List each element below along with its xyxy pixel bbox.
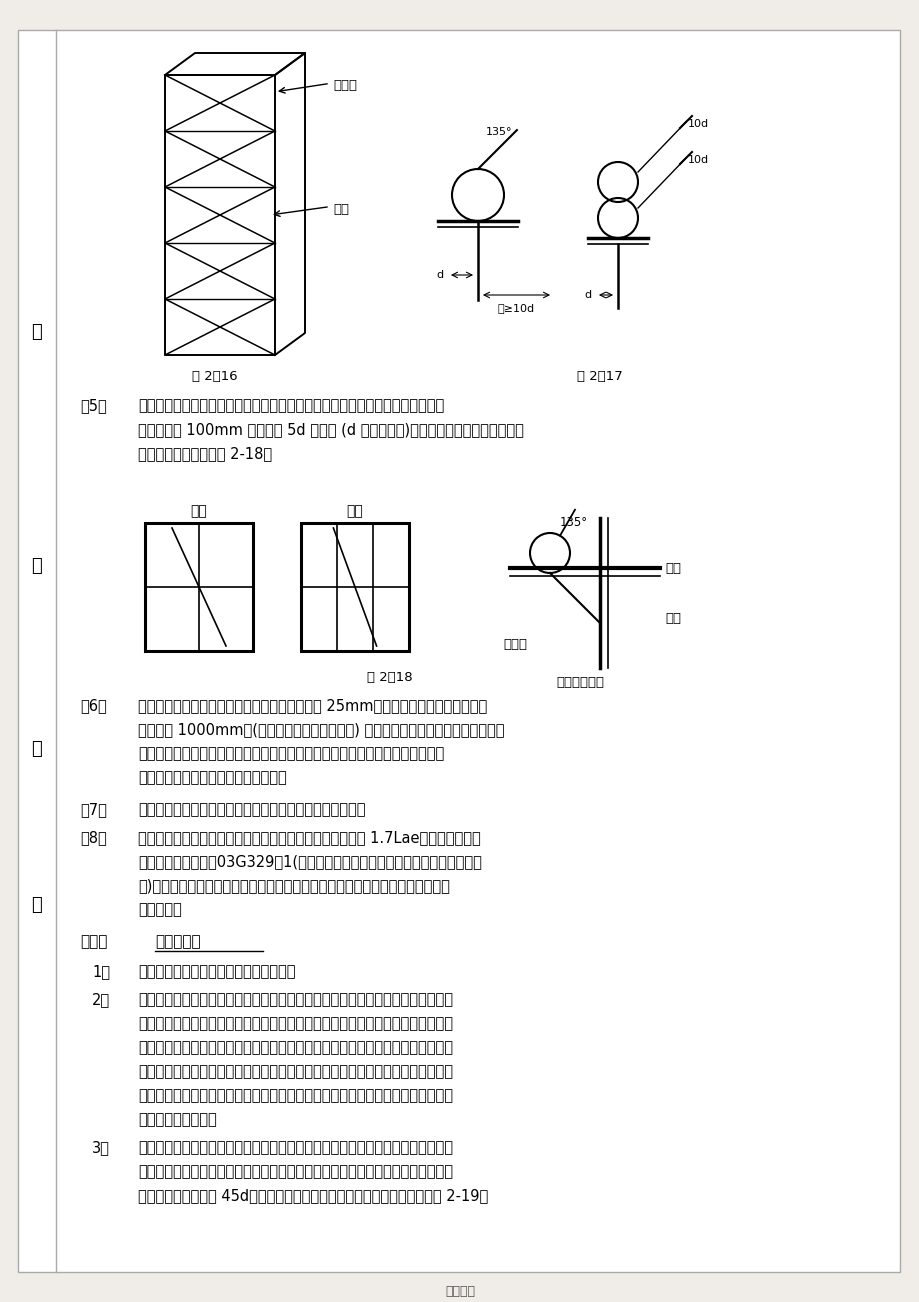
Text: 柱竖筋: 柱竖筋 (503, 638, 527, 651)
Text: 在梁侧模板上画出箍筋间距，摆放箍筋。: 在梁侧模板上画出箍筋间距，摆放箍筋。 (138, 963, 295, 979)
Text: 内弯折，弯后的尺寸要符合设计要求。: 内弯折，弯后的尺寸要符合设计要求。 (138, 769, 287, 785)
Text: 墙)中的有关作法。同时在钢筋连接时要注意柱筋的锚固方向，保证柱筋正确锚入: 墙)中的有关作法。同时在钢筋连接时要注意柱筋的锚固方向，保证柱筋正确锚入 (138, 878, 449, 893)
Text: （7）: （7） (80, 802, 107, 816)
Text: 柱≥10d: 柱≥10d (497, 303, 534, 312)
Text: 筑物抗震构造详图》03G329－1(民用框架、框架一剪力墙、剪力墙部分框支剪力: 筑物抗震构造详图》03G329－1(民用框架、框架一剪力墙、剪力墙部分框支剪力 (138, 854, 482, 868)
Text: 2、: 2、 (92, 992, 110, 1006)
Text: 证次梁钢筋的保护层厚度和板筋位置，可将主梁上部钢稍降低一个次梁上部主筋直: 证次梁钢筋的保护层厚度和板筋位置，可将主梁上部钢稍降低一个次梁上部主筋直 (138, 1088, 452, 1103)
Text: 10d: 10d (687, 118, 709, 129)
Text: 推荐精选: 推荐精选 (445, 1285, 474, 1298)
Text: 先穿主梁的下部纵向受力钢筋及弯起钢筋，将箍筋按已画好的间距逐个分开；穿次: 先穿主梁的下部纵向受力钢筋及弯起钢筋，将箍筋按已画好的间距逐个分开；穿次 (138, 992, 452, 1006)
Text: 图 2－17: 图 2－17 (576, 370, 622, 383)
Text: 墙体拉接筋或埋件，根据墙体所用材料，按有关图集留置。: 墙体拉接筋或埋件，根据墙体所用材料，按有关图集留置。 (138, 802, 365, 816)
Text: 10d: 10d (687, 155, 709, 165)
Text: 间距一般 1000mm，(或用塑料卡卡在外竖筋上) 以保证主筋保护层厚度准确。同时，: 间距一般 1000mm，(或用塑料卡卡在外竖筋上) 以保证主筋保护层厚度准确。同… (138, 723, 504, 737)
Text: d: d (436, 270, 443, 280)
Text: 135°: 135° (485, 128, 512, 137)
Text: 过中心线的长度要符合设计要求。框架梁纵向钢筋在端节点内的锚固长度也要符合: 过中心线的长度要符合设计要求。框架梁纵向钢筋在端节点内的锚固长度也要符合 (138, 1164, 452, 1180)
Text: 柱筋到结构封顶时，要特别注意边柱外侧柱筋的锚固长度为 1.7Lae，具体参见《建: 柱筋到结构封顶时，要特别注意边柱外侧柱筋的锚固长度为 1.7Lae，具体参见《建 (138, 829, 481, 845)
Text: 设计要求。一般大于 45d。绑梁上部纵向筋的箍筋，宜用套扣法绑扎，如图 2-19。: 设计要求。一般大于 45d。绑梁上部纵向筋的箍筋，宜用套扣法绑扎，如图 2-19… (138, 1187, 488, 1203)
Text: 规范不大于 100mm 且不大于 5d 的要求 (d 为主筋直径)。如设计要求箍筋设拉筋时，: 规范不大于 100mm 且不大于 5d 的要求 (d 为主筋直径)。如设计要求箍… (138, 422, 523, 437)
Text: 拉筋钩住箍筋: 拉筋钩住箍筋 (555, 676, 604, 689)
Text: 容: 容 (31, 323, 42, 341)
Text: 径的距离加以解决。: 径的距离加以解决。 (138, 1112, 217, 1128)
Text: 图 2－16: 图 2－16 (192, 370, 237, 383)
Text: 梁钢筋绑扎: 梁钢筋绑扎 (154, 934, 200, 949)
Text: 图 2－18: 图 2－18 (367, 671, 413, 684)
Text: 可采用钢筋定距框来保证钢筋位置的正确性。当柱截面尺寸有变化时，柱应在板: 可采用钢筋定距框来保证钢筋位置的正确性。当柱截面尺寸有变化时，柱应在板 (138, 746, 444, 760)
Bar (145, 523, 253, 651)
Text: 梁的下部纵向受力钢筋及弯起钢筋，并套好箍筋；放主次梁的架立筋；隔一定间距: 梁的下部纵向受力钢筋及弯起钢筋，并套好箍筋；放主次梁的架立筋；隔一定间距 (138, 1016, 452, 1031)
Text: 底: 底 (31, 740, 42, 758)
Text: 框架梁上部纵向钢筋应贯穿中间节点，梁下部纵向钢筋伸入中间节点锚固长度及伸: 框架梁上部纵向钢筋应贯穿中间节点，梁下部纵向钢筋伸入中间节点锚固长度及伸 (138, 1141, 452, 1155)
Text: 拉筋: 拉筋 (664, 612, 680, 625)
Bar (301, 523, 409, 651)
Text: 柱竖筋: 柱竖筋 (333, 79, 357, 92)
Text: （8）: （8） (80, 829, 107, 845)
Text: （5）: （5） (80, 398, 107, 413)
Text: 将架立筋与箍筋绑扎牢固；调整箍筋间距使间距符合设计要求，绑架立筋，再绑主: 将架立筋与箍筋绑扎牢固；调整箍筋间距使间距符合设计要求，绑架立筋，再绑主 (138, 1040, 452, 1055)
Text: 箍筋: 箍筋 (333, 203, 348, 216)
Text: 梁和板内。: 梁和板内。 (138, 902, 182, 917)
Text: 1、: 1、 (92, 963, 110, 979)
Text: 柱上下两端箍筋应加密，加密区长度及加密区内箍筋间距应符合设计图纸及施工: 柱上下两端箍筋应加密，加密区长度及加密区内箍筋间距应符合设计图纸及施工 (138, 398, 444, 413)
Text: （二）: （二） (80, 934, 108, 949)
Text: 拉筋: 拉筋 (190, 504, 207, 518)
Text: 3、: 3、 (92, 1141, 109, 1155)
Text: 柱筋保护层厚度应符合规范要求，如主筋外皮为 25mm，垫块应绑在柱竖筋外皮上，: 柱筋保护层厚度应符合规范要求，如主筋外皮为 25mm，垫块应绑在柱竖筋外皮上， (138, 698, 487, 713)
Text: d: d (584, 290, 591, 299)
Text: 筋，主次同时配合进行。次梁上部纵向钢筋应放在主梁上部纵向钢筋之上，为了保: 筋，主次同时配合进行。次梁上部纵向钢筋应放在主梁上部纵向钢筋之上，为了保 (138, 1064, 452, 1079)
Text: 箍筋: 箍筋 (664, 561, 680, 574)
Text: 交: 交 (31, 896, 42, 914)
Text: （6）: （6） (80, 698, 107, 713)
Text: 内: 内 (31, 557, 42, 575)
Text: 拉筋: 拉筋 (346, 504, 363, 518)
Text: 拉筋应钩住箍筋，见图 2-18。: 拉筋应钩住箍筋，见图 2-18。 (138, 447, 272, 461)
Text: 135°: 135° (560, 517, 587, 530)
